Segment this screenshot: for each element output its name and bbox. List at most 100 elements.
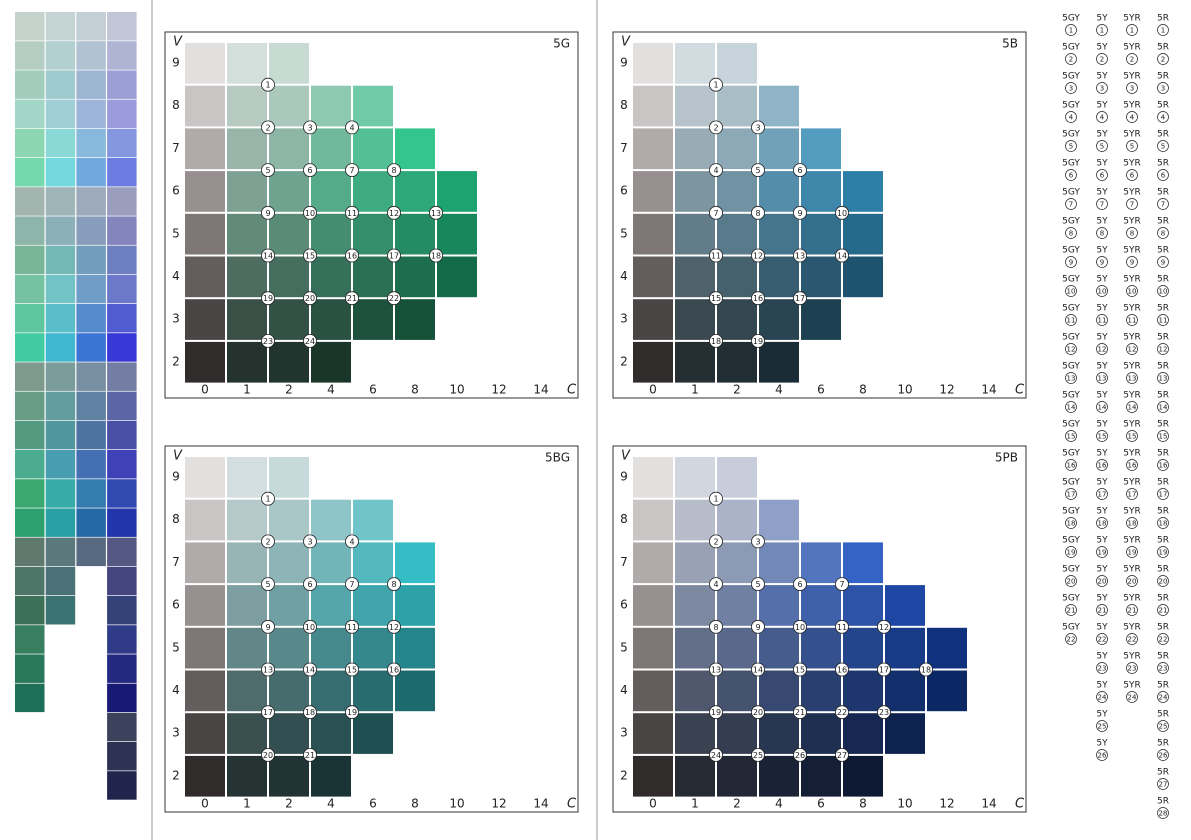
color-chip bbox=[801, 128, 841, 170]
color-chip bbox=[633, 755, 673, 797]
index-number: 8 bbox=[1069, 230, 1073, 238]
swatch bbox=[107, 537, 137, 567]
marker-circle bbox=[261, 748, 275, 762]
index-number: 19 bbox=[1159, 549, 1168, 557]
color-chip bbox=[633, 85, 673, 127]
color-chip bbox=[801, 755, 841, 797]
index-number: 13 bbox=[1159, 375, 1168, 383]
hue-label: 5Y bbox=[1096, 159, 1108, 169]
color-chip bbox=[227, 213, 267, 255]
color-chip bbox=[885, 670, 925, 712]
y-tick-label: 5 bbox=[620, 226, 628, 240]
color-chip bbox=[675, 341, 715, 383]
x-tick-label: 10 bbox=[897, 797, 912, 811]
index-circle bbox=[1096, 488, 1108, 500]
color-chip bbox=[437, 171, 477, 212]
x-tick-label: 1 bbox=[691, 383, 699, 397]
index-circle bbox=[1065, 198, 1077, 210]
hue-label: 5Y bbox=[1096, 594, 1108, 604]
swatch bbox=[45, 128, 76, 158]
index-circle bbox=[1157, 169, 1169, 181]
index-number: 10 bbox=[1128, 288, 1137, 296]
swatch bbox=[45, 420, 76, 450]
y-tick-label: 8 bbox=[620, 512, 628, 526]
color-chip bbox=[269, 171, 309, 212]
swatch bbox=[76, 216, 106, 245]
hue-label: 5YR bbox=[1123, 507, 1140, 517]
hue-label: 5Y bbox=[1096, 710, 1108, 720]
color-chip bbox=[227, 128, 267, 170]
index-circle bbox=[1126, 53, 1138, 65]
color-chip bbox=[675, 256, 715, 298]
color-chip bbox=[353, 213, 393, 255]
index-circle bbox=[1157, 24, 1169, 36]
marker-number: 12 bbox=[879, 623, 889, 632]
index-circle bbox=[1065, 140, 1077, 152]
swatch bbox=[45, 450, 76, 479]
hue-label: 5R bbox=[1157, 623, 1169, 633]
hue-label: 5YR bbox=[1123, 623, 1140, 633]
y-tick-label: 2 bbox=[172, 768, 180, 782]
index-circle bbox=[1157, 749, 1169, 761]
color-chip bbox=[633, 341, 673, 383]
color-chip bbox=[759, 499, 799, 541]
color-chip bbox=[311, 499, 351, 541]
color-chip bbox=[353, 713, 393, 754]
swatch bbox=[107, 12, 137, 41]
swatch bbox=[45, 99, 76, 129]
color-chip bbox=[395, 585, 435, 626]
hue-label: 5R bbox=[1157, 217, 1169, 227]
index-circle bbox=[1096, 343, 1108, 355]
marker-number: 7 bbox=[713, 209, 718, 218]
marker-circle bbox=[261, 163, 275, 178]
swatch bbox=[15, 245, 45, 275]
marker-circle bbox=[709, 662, 723, 677]
marker-number: 15 bbox=[347, 666, 357, 675]
index-number: 4 bbox=[1161, 114, 1166, 122]
color-chip bbox=[759, 85, 799, 127]
marker-number: 4 bbox=[349, 123, 354, 132]
marker-number: 2 bbox=[265, 537, 270, 546]
color-chip bbox=[633, 256, 673, 298]
index-circle bbox=[1096, 662, 1108, 674]
marker-number: 3 bbox=[307, 123, 312, 132]
marker-number: 8 bbox=[391, 580, 396, 589]
index-circle bbox=[1096, 691, 1108, 703]
hue-label: 5GY bbox=[1062, 478, 1080, 488]
y-tick-label: 8 bbox=[172, 512, 180, 526]
marker-circle bbox=[345, 619, 359, 634]
index-number: 26 bbox=[1159, 752, 1168, 760]
color-chip bbox=[843, 585, 883, 626]
hue-label: 5R bbox=[1157, 681, 1169, 691]
index-circle bbox=[1096, 227, 1108, 239]
color-chip bbox=[675, 542, 715, 584]
marker-circle bbox=[345, 291, 359, 306]
index-circle bbox=[1126, 169, 1138, 181]
marker-number: 13 bbox=[795, 252, 805, 261]
index-circle bbox=[1126, 111, 1138, 123]
marker-number: 8 bbox=[391, 166, 396, 175]
marker-number: 11 bbox=[711, 252, 721, 261]
index-circle bbox=[1096, 720, 1108, 732]
color-chip bbox=[801, 542, 841, 584]
hue-label: 5Y bbox=[1096, 275, 1108, 285]
hue-label: 5Y bbox=[1096, 536, 1108, 546]
index-circle bbox=[1157, 546, 1169, 558]
index-circle bbox=[1065, 372, 1077, 384]
color-chip bbox=[311, 299, 351, 340]
color-chip bbox=[801, 585, 841, 626]
color-chip bbox=[353, 256, 393, 298]
marker-number: 16 bbox=[347, 252, 357, 261]
index-number: 3 bbox=[1161, 85, 1165, 93]
index-number: 21 bbox=[1128, 607, 1137, 615]
index-circle bbox=[1096, 140, 1108, 152]
swatch bbox=[15, 128, 45, 158]
color-chip bbox=[675, 457, 715, 498]
color-chip bbox=[185, 755, 225, 797]
index-number: 2 bbox=[1161, 56, 1165, 64]
index-circle bbox=[1126, 343, 1138, 355]
hue-label: 5GY bbox=[1062, 217, 1080, 227]
c-axis-label: C bbox=[567, 383, 577, 398]
index-circle bbox=[1157, 227, 1169, 239]
